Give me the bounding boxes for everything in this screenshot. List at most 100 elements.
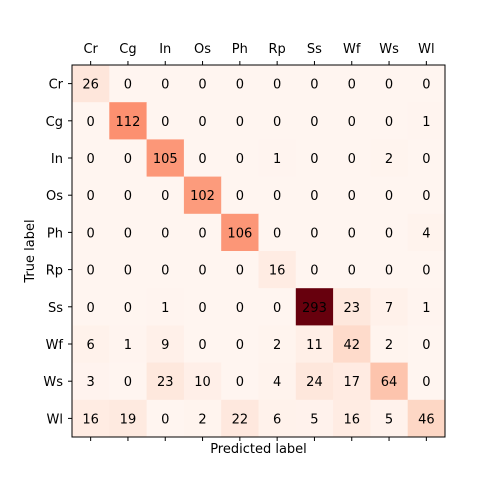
heatmap-cell	[333, 399, 371, 438]
heatmap-cell	[146, 213, 185, 252]
heatmap-cell	[258, 251, 297, 289]
heatmap-cell	[183, 213, 222, 252]
cell-value-label: 0	[236, 78, 244, 93]
y-tick-label: Cr	[49, 78, 64, 93]
cell-value-label: 0	[236, 264, 244, 279]
cell-value-label: 0	[273, 78, 281, 93]
cell-value-label: 0	[236, 338, 244, 353]
cell-value-label: 5	[310, 412, 318, 427]
heatmap-cell	[146, 139, 185, 178]
y-tick-label: Os	[46, 189, 63, 204]
cell-value-label: 0	[422, 375, 430, 390]
heatmap-cells	[72, 65, 446, 438]
heatmap-cell	[183, 139, 222, 178]
heatmap-cell	[258, 102, 297, 140]
heatmap-cell	[370, 213, 409, 252]
cell-value-label: 10	[194, 375, 211, 390]
heatmap-cell	[183, 65, 222, 103]
cell-value-label: 6	[87, 338, 95, 353]
heatmap-cell	[407, 176, 446, 215]
heatmap-cell	[146, 176, 185, 215]
cell-value-label: 0	[348, 189, 356, 204]
cell-value-label: 4	[422, 226, 430, 241]
heatmap-cell	[295, 213, 334, 252]
cell-value-label: 0	[348, 78, 356, 93]
heatmap-cell	[109, 213, 148, 252]
heatmap-cell	[370, 139, 409, 178]
heatmap-cell	[258, 139, 297, 178]
cell-value-label: 0	[161, 412, 169, 427]
cell-value-label: 112	[116, 115, 141, 130]
cell-value-label: 5	[385, 412, 393, 427]
cell-value-label: 105	[153, 152, 178, 167]
x-tick-label: Cr	[83, 42, 98, 57]
heatmap-cell	[72, 213, 110, 252]
x-tick-label: Wf	[343, 42, 361, 57]
heatmap-cell	[221, 251, 259, 289]
heatmap-cell	[221, 139, 259, 178]
heatmap-cell	[146, 325, 185, 364]
cell-value-label: 0	[236, 301, 244, 316]
heatmap-cell	[333, 325, 371, 364]
cell-value-label: 0	[273, 226, 281, 241]
cell-value-label: 0	[87, 264, 95, 279]
cell-value-label: 0	[87, 226, 95, 241]
cell-value-label: 19	[120, 412, 137, 427]
cell-value-label: 23	[343, 301, 360, 316]
heatmap-cell	[146, 65, 185, 103]
cell-value-label: 0	[310, 189, 318, 204]
plot-frame	[71, 64, 446, 438]
heatmap-cell	[333, 288, 371, 326]
cell-value-label: 0	[161, 78, 169, 93]
cell-value-label: 0	[385, 264, 393, 279]
x-axis-ticks: Cr Cg In Os Ph Rp Ss Wf Ws Wl	[83, 42, 435, 441]
heatmap-cell	[109, 399, 148, 438]
cell-value-label: 0	[124, 264, 132, 279]
cell-value-label: 4	[273, 375, 281, 390]
x-axis-label: Predicted label	[210, 442, 307, 457]
heatmap-cell	[109, 139, 148, 178]
heatmap-cell	[221, 362, 259, 401]
cell-value-label: 0	[236, 115, 244, 130]
cell-value-label: 23	[157, 375, 174, 390]
heatmap-cell	[295, 102, 334, 140]
cell-value-label: 0	[124, 301, 132, 316]
heatmap-cell	[407, 288, 446, 326]
cell-value-label: 0	[422, 78, 430, 93]
heatmap-cell	[72, 325, 110, 364]
cell-value-label: 1	[422, 301, 430, 316]
heatmap-cell	[333, 65, 371, 103]
cell-value-label: 0	[161, 115, 169, 130]
cell-value-label: 0	[198, 115, 206, 130]
cell-value-label: 3	[87, 375, 95, 390]
cell-value-label: 1	[124, 338, 132, 353]
y-tick-label: In	[51, 152, 63, 167]
cell-value-label: 22	[232, 412, 249, 427]
cell-value-label: 0	[198, 264, 206, 279]
heatmap-cell	[109, 325, 148, 364]
cell-value-label: 0	[422, 338, 430, 353]
heatmap-cell	[258, 325, 297, 364]
heatmap-cell	[109, 288, 148, 326]
cell-value-label: 0	[348, 152, 356, 167]
heatmap-cell	[183, 362, 222, 401]
heatmap-cell	[333, 213, 371, 252]
heatmap-cell	[333, 139, 371, 178]
x-tick-label: Ss	[307, 42, 322, 57]
cell-value-label: 2	[385, 338, 393, 353]
y-tick-label: Ws	[43, 375, 63, 390]
heatmap-cell	[221, 325, 259, 364]
cell-value-label: 0	[198, 226, 206, 241]
cell-value-label: 0	[124, 226, 132, 241]
heatmap-cell	[146, 251, 185, 289]
cell-value-label: 0	[348, 264, 356, 279]
cell-value-label: 0	[87, 115, 95, 130]
heatmap-cell	[295, 288, 334, 326]
cell-value-label: 2	[273, 338, 281, 353]
y-tick-label: Ph	[47, 226, 63, 241]
cell-value-label: 1	[273, 152, 281, 167]
heatmap-cell	[183, 251, 222, 289]
heatmap-cell	[407, 362, 446, 401]
heatmap-cell	[109, 176, 148, 215]
cell-value-label: 0	[124, 152, 132, 167]
